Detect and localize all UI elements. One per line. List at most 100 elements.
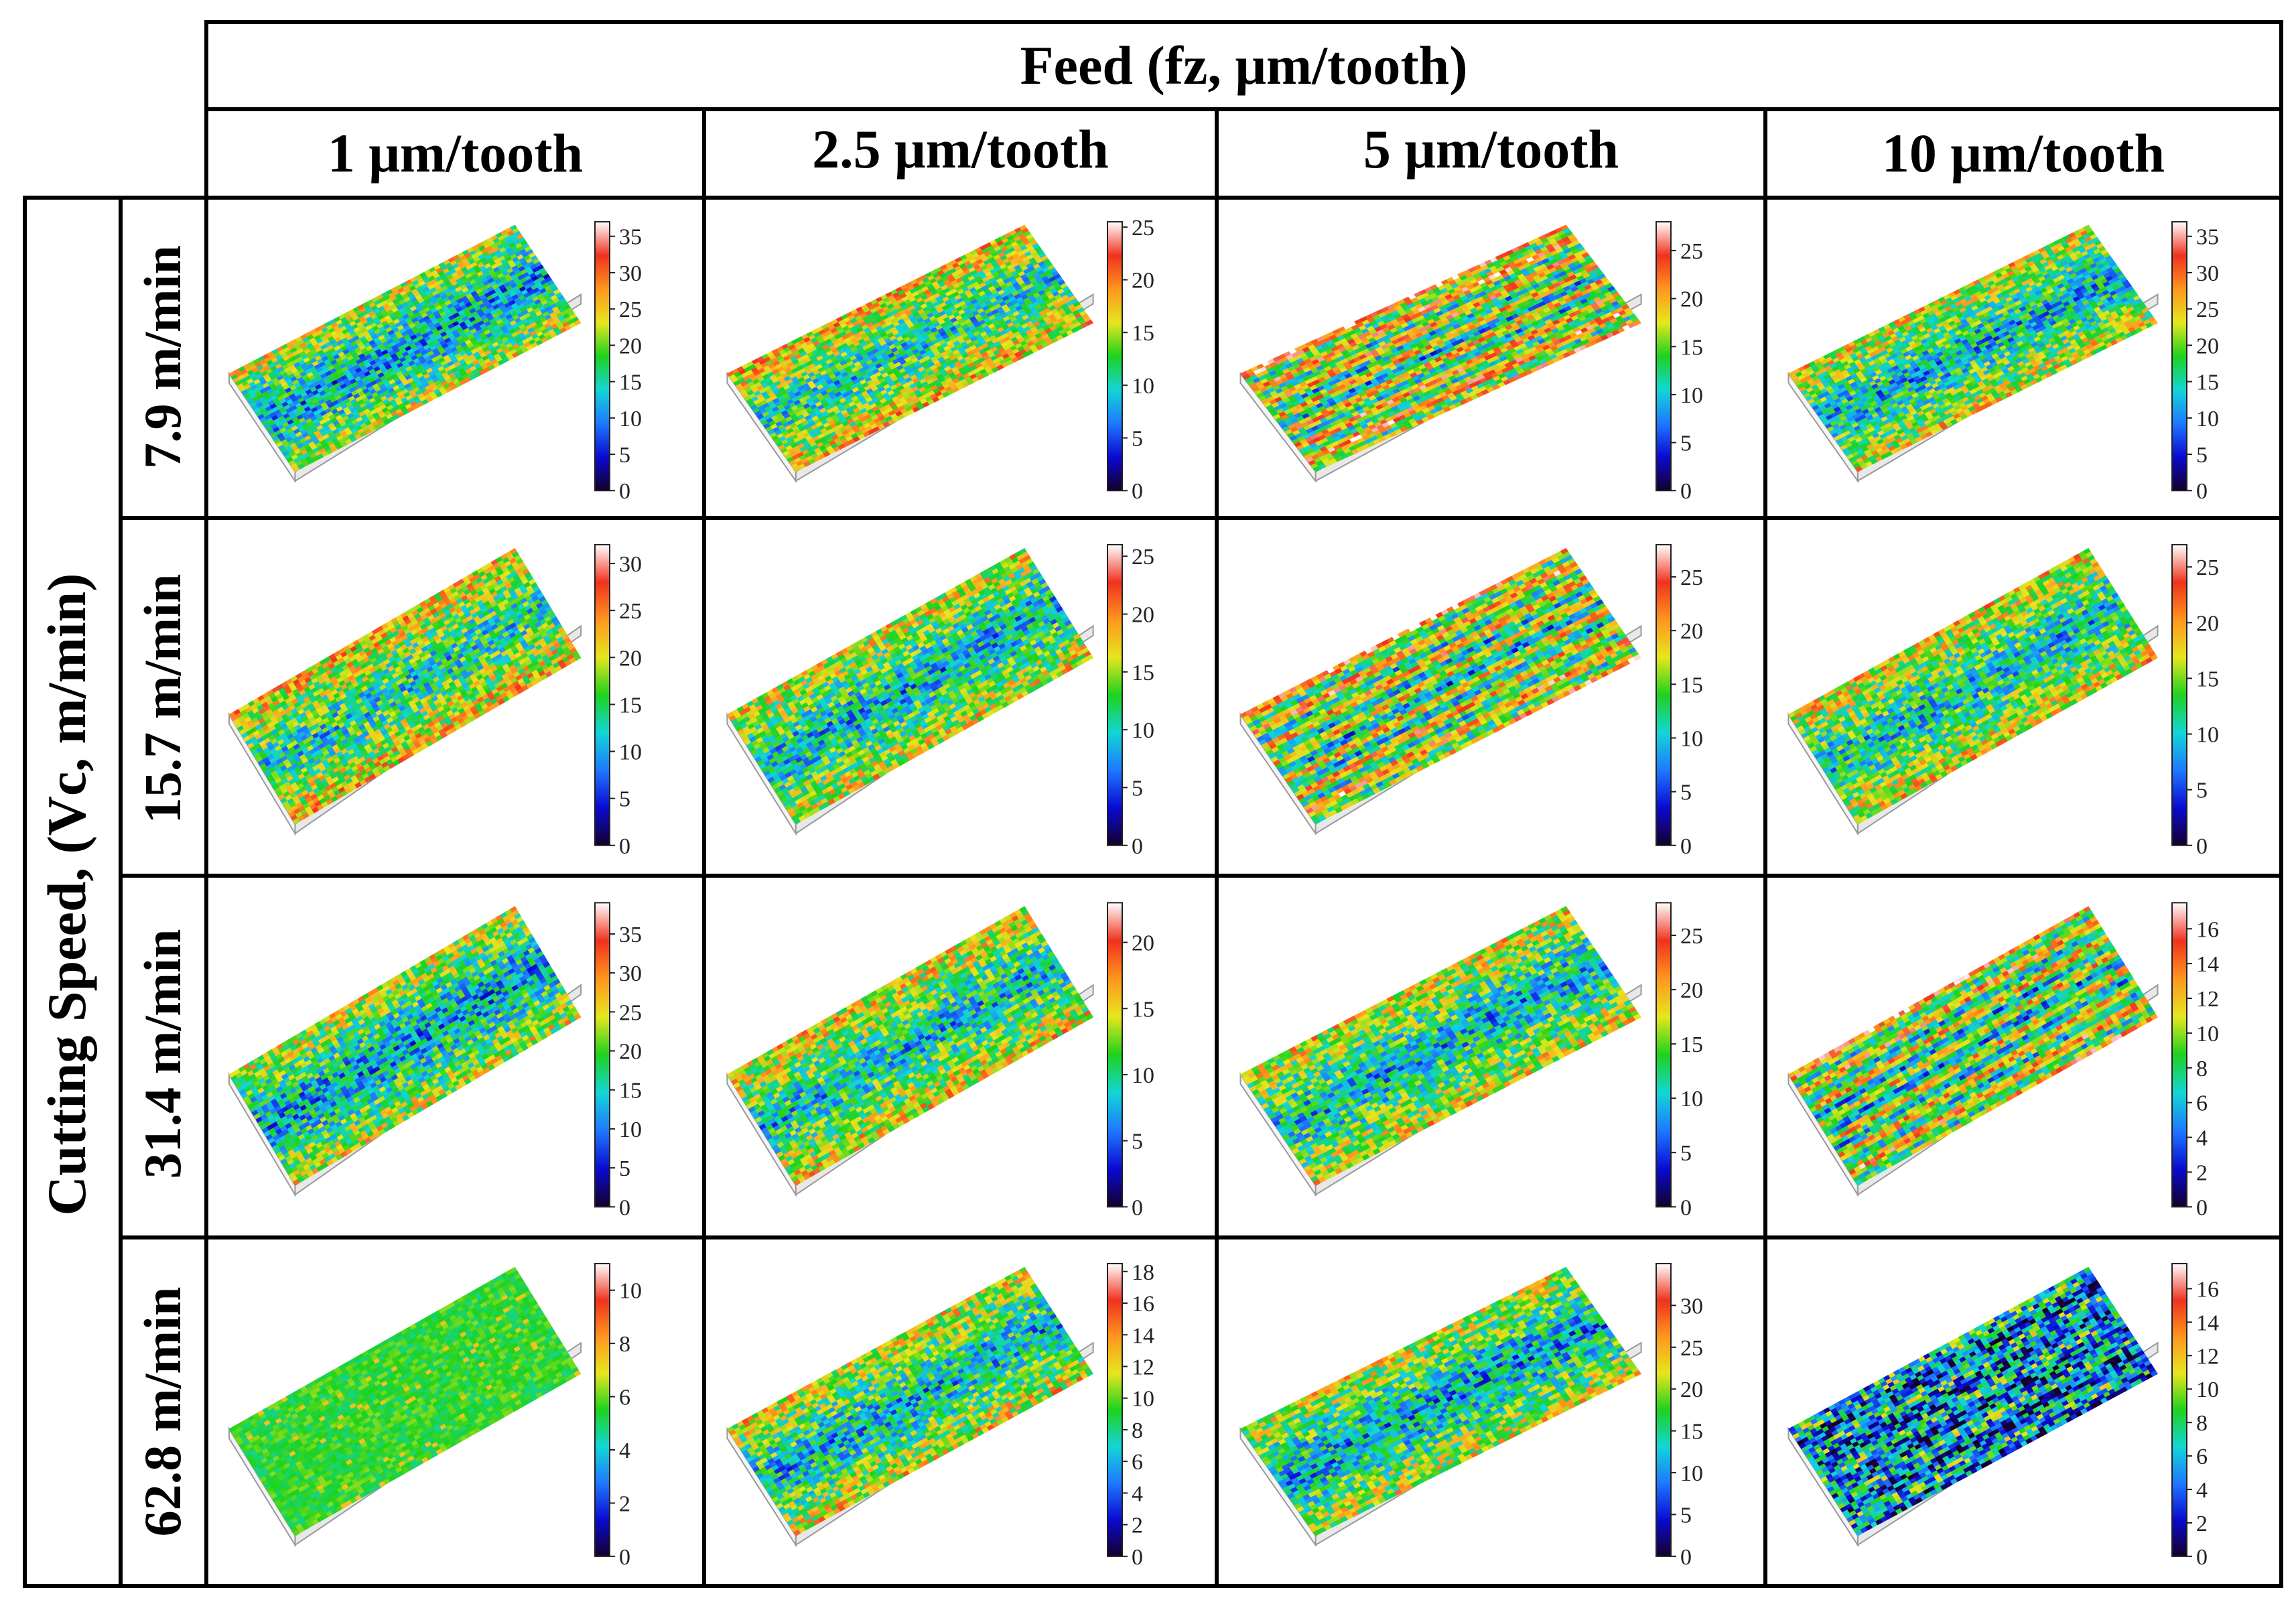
colorbar-tick-label: 5 bbox=[1680, 1141, 1692, 1166]
colorbar-tick-label: 5 bbox=[1132, 776, 1143, 801]
colorbar-tick-label: 25 bbox=[619, 297, 642, 322]
colorbar-tick-label: 10 bbox=[1680, 383, 1703, 408]
colorbar-tick-label: 25 bbox=[619, 1000, 642, 1025]
colorbar-tick-label: 0 bbox=[2196, 834, 2208, 859]
colorbar-tick-label: 0 bbox=[619, 479, 630, 504]
colorbar-tick-label: 15 bbox=[619, 371, 642, 395]
surface-texture bbox=[228, 224, 582, 472]
colorbar-tick-label: 30 bbox=[1680, 1294, 1703, 1319]
surface-texture bbox=[1788, 1266, 2158, 1536]
colorbar-tick-label: 20 bbox=[1680, 978, 1703, 1003]
surface-cell: 0 5 10 15 20 25 bbox=[702, 196, 1219, 520]
colorbar-tick-label: 35 bbox=[619, 923, 642, 947]
colorbar-tick-label: 30 bbox=[619, 552, 642, 577]
colorbar-tick-label: 20 bbox=[619, 1040, 642, 1065]
colorbar-tick-label: 0 bbox=[619, 1545, 630, 1570]
colorbar-tick-label: 4 bbox=[2196, 1126, 2208, 1151]
colorbar-tick-label: 10 bbox=[619, 1279, 642, 1304]
colorbar-tick-label: 8 bbox=[619, 1332, 630, 1357]
colorbar-tick-label: 10 bbox=[619, 407, 642, 431]
surface-cell: 0 2 4 6 8 10 12 14 16 18 bbox=[702, 1235, 1219, 1588]
row-header-1: 7.9 m/min bbox=[119, 196, 208, 520]
colorbar-tick-label: 5 bbox=[1680, 1503, 1692, 1528]
surface-cell: 0 5 10 15 20 25 30 35 bbox=[204, 874, 706, 1239]
colorbar-tick-label: 0 bbox=[1132, 1545, 1143, 1570]
colorbar-tick-label: 0 bbox=[1680, 479, 1692, 504]
colorbar-tick-label: 35 bbox=[2196, 225, 2219, 250]
colorbar-tick-label: 30 bbox=[619, 961, 642, 986]
colorbar-tick-label: 25 bbox=[2196, 297, 2219, 322]
colorbar bbox=[594, 543, 610, 846]
colorbar-tick-label: 6 bbox=[2196, 1091, 2208, 1116]
surface-plot: 0 5 10 15 20 25 30 bbox=[228, 543, 642, 859]
colorbar-tick-label: 0 bbox=[2196, 1195, 2208, 1220]
surface-texture bbox=[726, 906, 1094, 1186]
colorbar-tick-label: 10 bbox=[1680, 726, 1703, 751]
colorbar-tick-label: 25 bbox=[1680, 924, 1703, 949]
colorbar-tick-label: 12 bbox=[2196, 1344, 2219, 1369]
colorbar-tick-label: 0 bbox=[619, 834, 630, 859]
surface-texture bbox=[1240, 906, 1641, 1186]
surface-cell: 0 2 4 6 8 10 12 14 16 bbox=[1763, 1235, 2283, 1588]
colorbar-tick-label: 5 bbox=[1132, 427, 1143, 452]
colorbar bbox=[594, 1262, 610, 1557]
colorbar-tick-label: 16 bbox=[1132, 1292, 1154, 1317]
surface-cell: 0 5 10 15 20 25 30 bbox=[1215, 1235, 1767, 1588]
surface-cell: 0 5 10 15 20 25 bbox=[1215, 874, 1767, 1239]
colorbar-tick-label: 10 bbox=[1132, 1387, 1154, 1412]
colorbar-tick-label: 5 bbox=[619, 443, 630, 468]
colorbar-tick-label: 0 bbox=[1680, 834, 1692, 859]
colorbar-tick-label: 15 bbox=[1680, 673, 1703, 697]
surface-plot: 0 5 10 15 20 25 bbox=[1787, 543, 2219, 859]
surface-texture bbox=[1788, 906, 2158, 1186]
surface-plot: 0 5 10 15 20 25 bbox=[1239, 543, 1703, 859]
colorbar-tick-label: 16 bbox=[2196, 917, 2219, 942]
surface-cell: 0 5 10 15 20 25 30 35 bbox=[1763, 196, 2283, 520]
surface-texture bbox=[726, 1266, 1094, 1536]
colorbar-tick-label: 0 bbox=[1132, 834, 1143, 859]
surface-texture bbox=[228, 547, 582, 825]
colorbar bbox=[1107, 902, 1123, 1208]
surface-plot: 0 5 10 15 20 25 30 35 bbox=[1787, 221, 2219, 504]
surface-texture bbox=[228, 906, 582, 1186]
row-header-label: 62.8 m/min bbox=[133, 1251, 193, 1572]
surface-cell: 0 5 10 15 20 25 30 bbox=[204, 516, 706, 878]
surface-plot: 0 5 10 15 20 25 30 bbox=[1239, 1262, 1703, 1570]
colorbar-tick-label: 10 bbox=[1132, 374, 1154, 399]
surface-cell: 0 5 10 15 20 bbox=[702, 874, 1219, 1239]
colorbar-tick-label: 15 bbox=[1132, 321, 1154, 346]
colorbar-tick-label: 25 bbox=[619, 599, 642, 624]
surface-plot: 0 5 10 15 20 25 bbox=[726, 216, 1154, 504]
colorbar-tick-label: 0 bbox=[1680, 1195, 1692, 1220]
colorbar-tick-label: 0 bbox=[1680, 1545, 1692, 1570]
colorbar-tick-label: 10 bbox=[2196, 1378, 2219, 1402]
surface-cell: 0 5 10 15 20 25 bbox=[1215, 516, 1767, 878]
colorbar-tick-label: 25 bbox=[1132, 216, 1154, 241]
colorbar bbox=[1656, 221, 1672, 492]
surface-plot: 0 5 10 15 20 25 30 35 bbox=[228, 902, 642, 1220]
colorbar-tick-label: 5 bbox=[2196, 443, 2208, 468]
surface-texture bbox=[726, 547, 1094, 825]
colorbar-tick-label: 20 bbox=[1680, 1378, 1703, 1402]
colorbar-tick-label: 12 bbox=[2196, 987, 2219, 1012]
colorbar-tick-label: 20 bbox=[619, 646, 642, 671]
colorbar-tick-label: 10 bbox=[1132, 718, 1154, 743]
colorbar-tick-label: 15 bbox=[1680, 335, 1703, 360]
surface-plot: 0 5 10 15 20 25 30 35 bbox=[228, 221, 642, 504]
surface-texture bbox=[1240, 1266, 1641, 1536]
colorbar-tick-label: 20 bbox=[619, 334, 642, 358]
row-header-label: 31.4 m/min bbox=[133, 893, 193, 1215]
colorbar-tick-label: 20 bbox=[1132, 603, 1154, 628]
colorbar-tick-label: 10 bbox=[2196, 1022, 2219, 1047]
row-header-label: 15.7 m/min bbox=[133, 538, 193, 860]
colorbar bbox=[2171, 543, 2187, 846]
colorbar-tick-label: 10 bbox=[619, 1118, 642, 1142]
colorbar-tick-label: 15 bbox=[1132, 661, 1154, 685]
row-header-4: 62.8 m/min bbox=[119, 1235, 208, 1588]
colorbar bbox=[1656, 902, 1672, 1208]
colorbar bbox=[2171, 902, 2187, 1208]
colorbar-tick-label: 4 bbox=[2196, 1478, 2208, 1503]
colorbar-tick-label: 15 bbox=[1680, 1420, 1703, 1445]
surface-plot: 0 5 10 15 20 25 bbox=[1239, 902, 1703, 1220]
colorbar-tick-label: 6 bbox=[1132, 1450, 1143, 1475]
